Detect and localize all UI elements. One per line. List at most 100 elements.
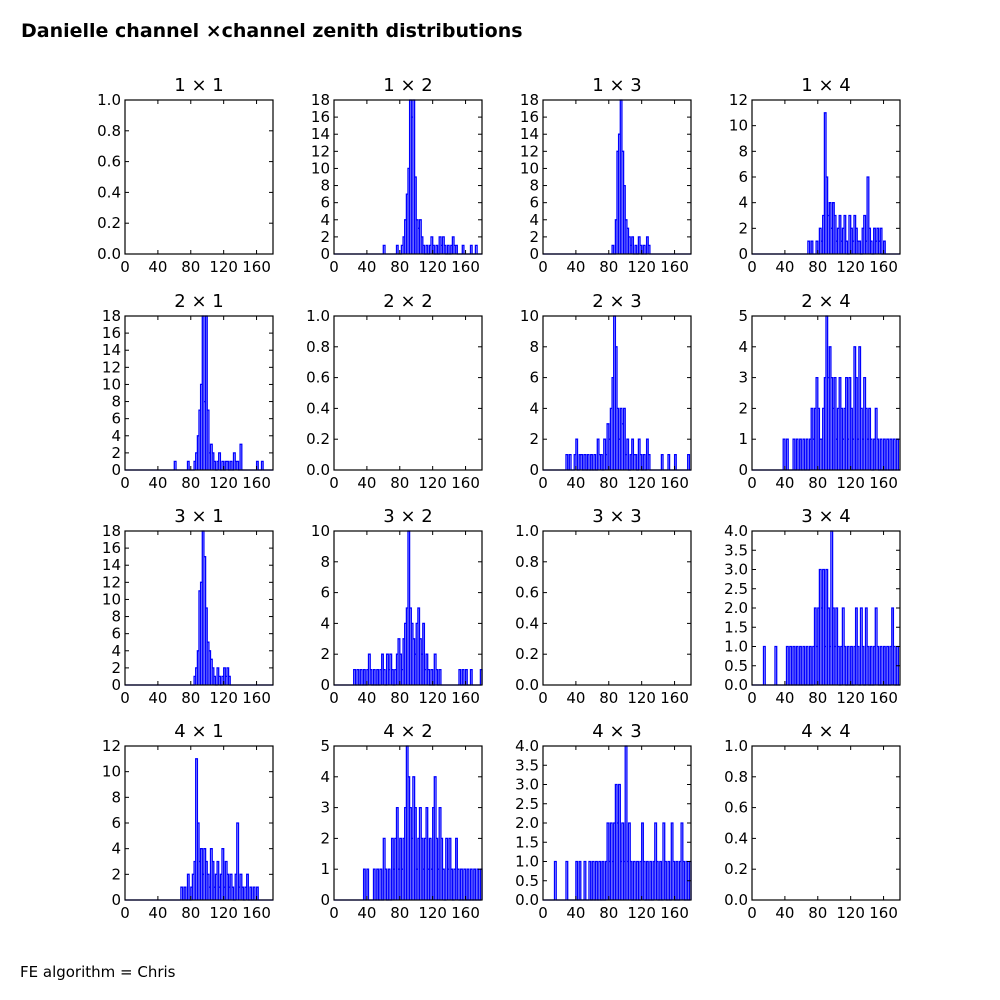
y-tick-label: 4	[529, 211, 539, 229]
y-tick-label: 8	[111, 393, 121, 411]
y-tick-label: 6	[111, 625, 121, 643]
x-tick-label: 40	[357, 904, 376, 922]
x-tick-label: 0	[538, 474, 548, 492]
x-tick-label: 120	[209, 474, 238, 492]
y-tick-label: 12	[729, 91, 748, 109]
y-tick-label: 0.8	[306, 338, 330, 356]
y-tick-label: 6	[111, 814, 121, 832]
axes-frame	[124, 99, 274, 255]
x-tick-label: 0	[329, 689, 339, 707]
y-tick-label: 8	[111, 788, 121, 806]
y-tick-label: 10	[102, 763, 121, 781]
y-tick-label: 6	[320, 584, 330, 602]
x-tick-label: 80	[808, 904, 827, 922]
subplot-7: 2 × 3 0 40 80 120 160 0 2 4 6 8 10	[520, 291, 692, 492]
y-tick-label: 0.6	[724, 799, 748, 817]
x-tick-label: 40	[775, 904, 794, 922]
y-tick-label: 0.0	[97, 245, 121, 263]
subplot-11: 3 × 3 0 40 80 120 160 0.0 0.2 0.4 0.6 0.8 1.0	[515, 506, 692, 707]
y-tick-label: 1.0	[724, 638, 748, 656]
axes-frame	[124, 530, 274, 686]
x-tick-label: 160	[451, 904, 480, 922]
y-tick-label: 3	[738, 369, 748, 387]
x-tick-label: 80	[599, 904, 618, 922]
y-tick-label: 16	[102, 539, 121, 557]
histogram-series	[752, 112, 900, 255]
subplot-title: 2 × 2	[383, 291, 432, 312]
y-tick-label: 10	[729, 117, 748, 135]
y-tick-label: 1.0	[97, 91, 121, 109]
subplot-10: 3 × 2 0 40 80 120 160 0 2 4 6 8 10	[311, 506, 483, 707]
subplot-12: 3 × 4 0 40 80 120 160 0.00.51.0 1.52.02.53.0 3.5…	[724, 506, 901, 707]
y-tick-label: 5	[738, 307, 748, 325]
y-tick-label: 0.0	[306, 461, 330, 479]
x-tick-label: 120	[209, 258, 238, 276]
y-tick-label: 4	[320, 768, 330, 786]
x-tick-label: 120	[836, 474, 865, 492]
x-tick-label: 120	[627, 258, 656, 276]
x-tick-label: 120	[627, 904, 656, 922]
subplot-title: 3 × 4	[801, 506, 850, 527]
y-tick-label: 4	[320, 614, 330, 632]
y-tick-label: 4.0	[724, 522, 748, 540]
axes-frame	[542, 99, 692, 255]
x-tick-label: 40	[357, 689, 376, 707]
y-tick-label: 3.5	[515, 756, 539, 774]
x-tick-label: 0	[538, 258, 548, 276]
y-tick-label: 0.4	[97, 183, 121, 201]
y-tick-label: 1.0	[515, 853, 539, 871]
x-tick-label: 40	[566, 474, 585, 492]
x-tick-label: 160	[869, 258, 898, 276]
y-tick-label: 0	[111, 676, 121, 694]
y-tick-label: 10	[311, 522, 330, 540]
x-tick-label: 160	[451, 258, 480, 276]
y-tick-label: 0.2	[724, 860, 748, 878]
x-tick-label: 0	[329, 258, 339, 276]
y-tick-label: 0.4	[306, 399, 330, 417]
y-tick-label: 12	[520, 142, 539, 160]
x-tick-label: 40	[148, 689, 167, 707]
y-tick-label: 12	[311, 142, 330, 160]
x-tick-label: 120	[836, 904, 865, 922]
x-tick-label: 120	[418, 474, 447, 492]
x-tick-label: 160	[242, 689, 271, 707]
histogram-series	[543, 99, 691, 255]
y-tick-label: 1.0	[515, 522, 539, 540]
x-tick-label: 0	[538, 689, 548, 707]
x-tick-label: 0	[120, 474, 130, 492]
y-tick-label: 8	[529, 338, 539, 356]
y-tick-label: 4	[320, 211, 330, 229]
y-tick-label: 12	[102, 737, 121, 755]
x-tick-label: 0	[329, 474, 339, 492]
subplot-16: 4 × 4 0 40 80 120 160 0.0 0.2 0.4 0.6 0.8 1.0	[724, 721, 901, 922]
y-tick-label: 10	[102, 375, 121, 393]
histogram-series	[334, 99, 482, 255]
x-tick-label: 80	[390, 474, 409, 492]
subplot-title: 1 × 2	[383, 75, 432, 96]
y-tick-label: 2.0	[724, 599, 748, 617]
x-tick-label: 40	[775, 689, 794, 707]
y-tick-label: 2	[738, 219, 748, 237]
y-tick-label: 3	[320, 799, 330, 817]
subplot-title: 3 × 3	[592, 506, 641, 527]
x-tick-label: 160	[242, 904, 271, 922]
x-tick-label: 0	[747, 904, 757, 922]
x-tick-label: 80	[181, 258, 200, 276]
histogram-series	[125, 315, 273, 471]
y-tick-label: 12	[102, 573, 121, 591]
x-tick-label: 80	[599, 474, 618, 492]
y-tick-label: 18	[520, 91, 539, 109]
y-tick-label: 16	[311, 108, 330, 126]
y-tick-label: 0.6	[97, 153, 121, 171]
x-tick-label: 40	[357, 474, 376, 492]
y-tick-label: 6	[529, 369, 539, 387]
x-tick-label: 80	[181, 689, 200, 707]
y-tick-label: 4.0	[515, 737, 539, 755]
y-tick-label: 2.5	[724, 580, 748, 598]
x-tick-label: 160	[451, 689, 480, 707]
y-tick-label: 1.5	[724, 618, 748, 636]
y-tick-label: 8	[320, 177, 330, 195]
